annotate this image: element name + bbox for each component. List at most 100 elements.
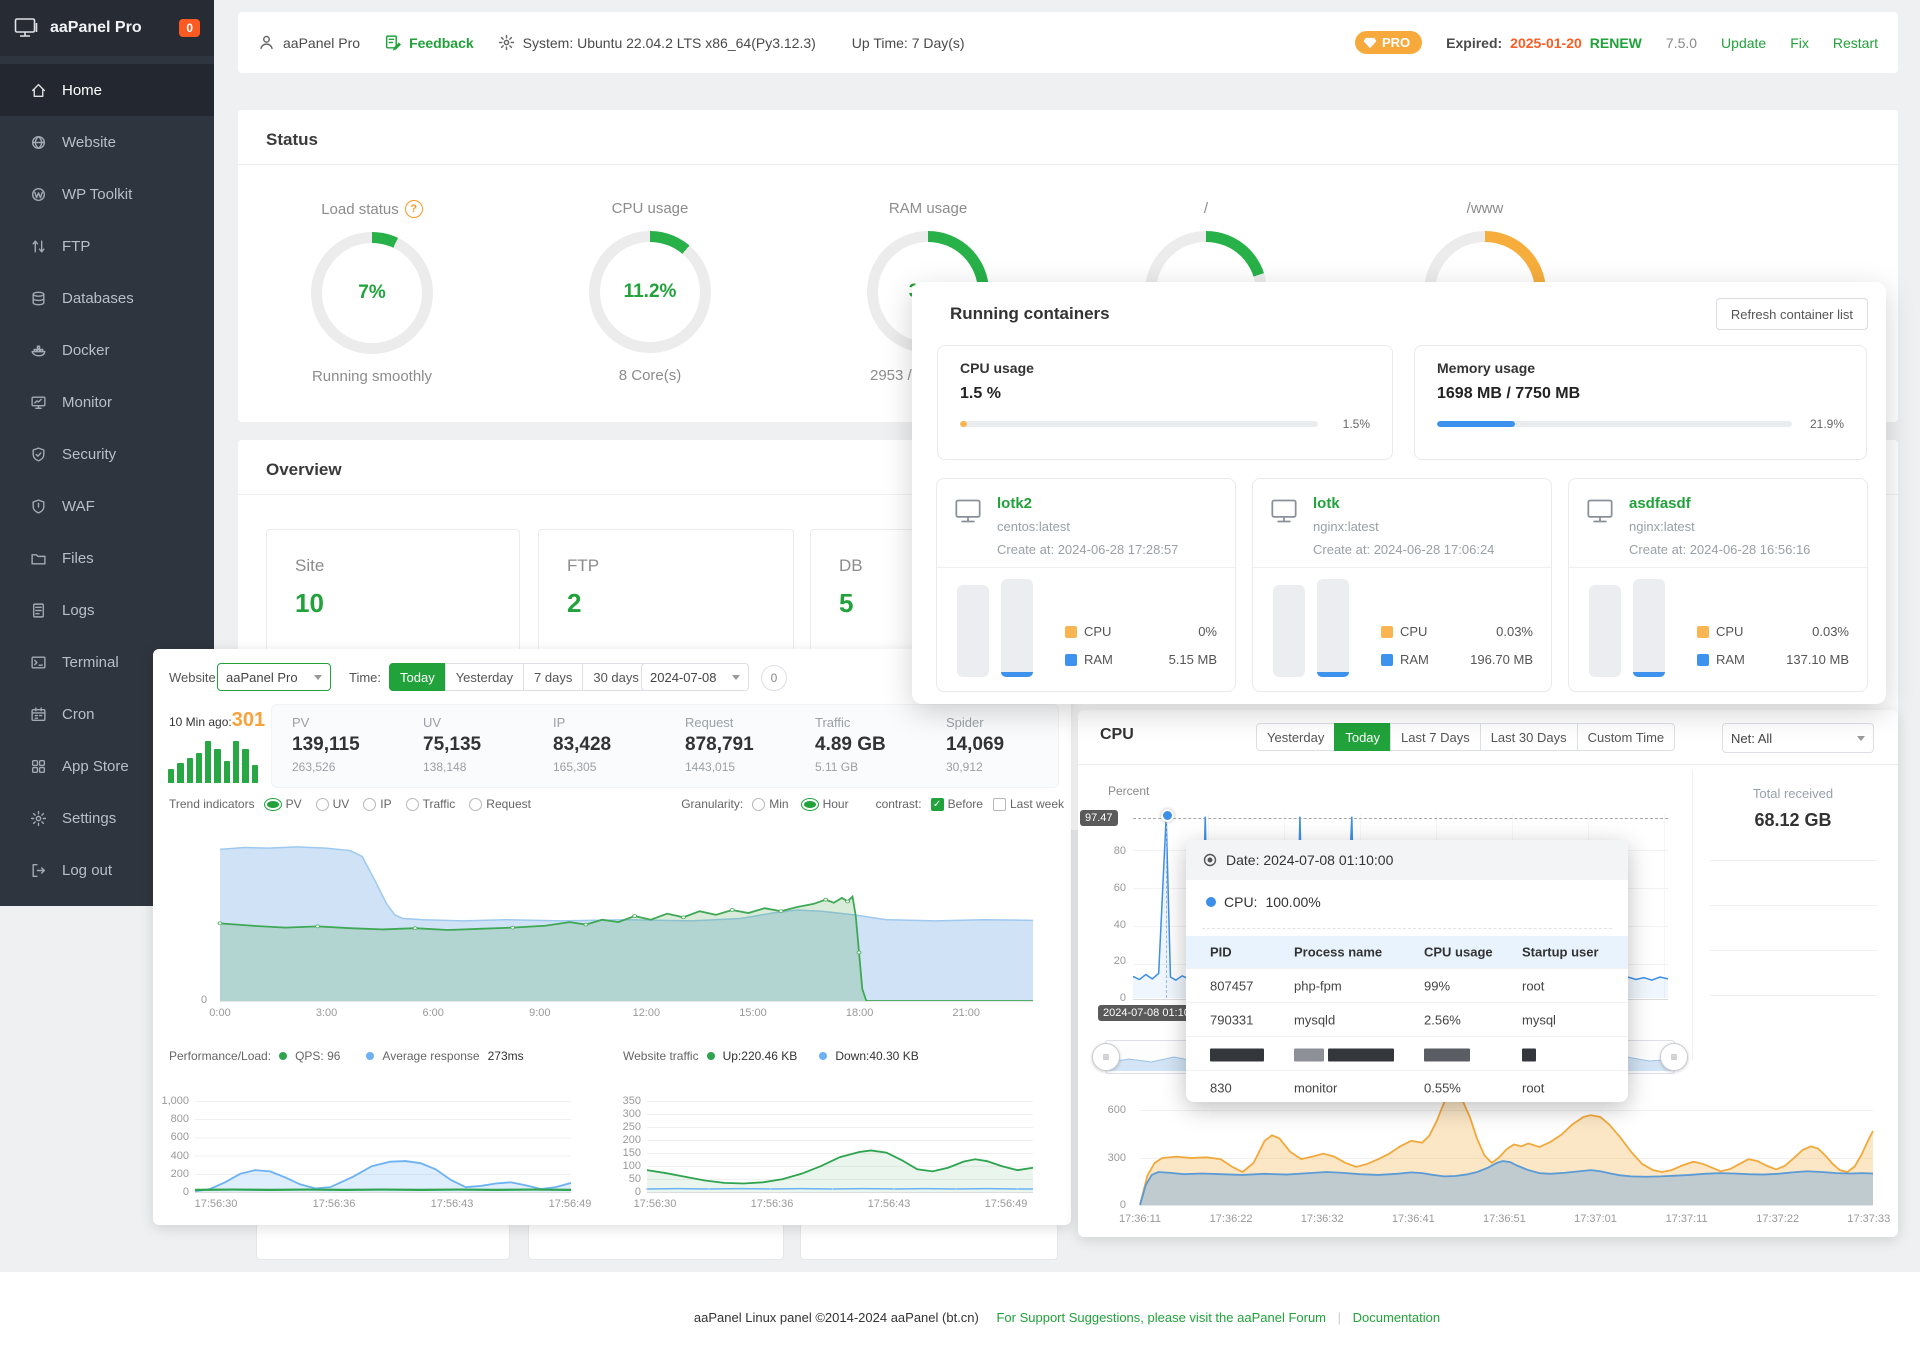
sidebar-item-label: Docker	[62, 341, 110, 359]
website-traffic-legend: Website traffic Up:220.46 KB Down:40.30 …	[623, 1049, 919, 1063]
time-button-30-days[interactable]: 30 days	[582, 663, 650, 691]
forum-link[interactable]: For Support Suggestions, please visit th…	[996, 1310, 1326, 1325]
mini-bar	[205, 740, 212, 783]
sidebar-item-ftp[interactable]: FTP	[0, 220, 214, 272]
contrast-option-last-week[interactable]: Last week	[992, 797, 1064, 811]
cpu-swatch	[1065, 625, 1077, 638]
time-button-7-days[interactable]: 7 days	[523, 663, 584, 691]
sidebar-item-terminal[interactable]: Terminal	[0, 636, 214, 688]
help-icon[interactable]: ?	[404, 200, 423, 218]
topbar-username[interactable]: aaPanel Pro	[283, 34, 361, 51]
trend-option-uv[interactable]: UV	[315, 797, 349, 811]
granularity-option-min[interactable]: Min	[752, 797, 789, 811]
axis-tick: 200	[622, 1134, 641, 1146]
network-traffic-chart[interactable]	[1140, 1095, 1873, 1205]
overview-box-ftp[interactable]: FTP 2	[538, 529, 794, 761]
sidebar-item-website[interactable]: Website	[0, 116, 214, 168]
container-card-lotk2[interactable]: lotk2 centos:latest Create at: 2024-06-2…	[936, 478, 1236, 692]
sidebar-item-label: Home	[62, 81, 103, 99]
docker-icon	[31, 345, 46, 357]
table-cell: mysql	[1522, 1012, 1556, 1027]
website-select[interactable]: aaPanel Pro	[217, 663, 331, 691]
trend-option-pv[interactable]: PV	[263, 797, 302, 811]
container-card-lotk[interactable]: lotk nginx:latest Create at: 2024-06-28 …	[1252, 478, 1552, 692]
overview-box-label: Site	[295, 556, 325, 575]
monitor-tab-today[interactable]: Today	[1334, 723, 1392, 751]
down-dot	[819, 1052, 828, 1060]
x-axis-hover-badge: 2024-07-08 01:10:00	[1098, 1005, 1212, 1021]
sidebar-item-cron[interactable]: Cron	[0, 688, 214, 740]
sidebar-item-home[interactable]: Home	[0, 64, 214, 116]
axis-tick: 12:00	[632, 1007, 661, 1019]
net-select[interactable]: Net: All	[1722, 723, 1874, 753]
performance-chart[interactable]	[195, 1101, 571, 1192]
table-cell	[1424, 1046, 1474, 1062]
container-card-asdfasdf[interactable]: asdfasdf nginx:latest Create at: 2024-06…	[1568, 478, 1868, 692]
divider	[937, 567, 1235, 568]
sidebar-item-logout[interactable]: Log out	[0, 844, 214, 896]
shield-icon	[32, 498, 45, 514]
time-range-buttons: Today Yesterday 7 days 30 days	[389, 663, 650, 691]
brush-handle-left[interactable]: ≡	[1092, 1043, 1120, 1071]
monitor-tab-custom-time[interactable]: Custom Time	[1576, 723, 1676, 751]
mini-bar	[186, 758, 193, 783]
granularity-option-hour[interactable]: Hour	[800, 797, 849, 811]
overview-box-label: DB	[839, 556, 863, 575]
monitor-chart-icon	[31, 395, 46, 409]
pro-badge: PRO	[1354, 31, 1423, 54]
sidebar-item-settings[interactable]: Settings	[0, 792, 214, 844]
sidebar-item-waf[interactable]: WAF	[0, 480, 214, 532]
time-button-today[interactable]: Today	[389, 663, 446, 691]
axis-tick: 17:36:51	[1482, 1213, 1526, 1225]
calendar-icon	[31, 706, 46, 721]
wtraffic-y-axis: 350 300 250 200 150 100 50 0	[601, 649, 641, 1225]
feedback-link[interactable]: Feedback	[409, 34, 474, 51]
table-cell: root	[1522, 978, 1545, 993]
sidebar-item-wp-toolkit[interactable]: WP Toolkit	[0, 168, 214, 220]
container-image: nginx:latest	[1313, 519, 1379, 534]
axis-tick: 0:00	[209, 1007, 231, 1019]
monitor-tab-last-7-days[interactable]: Last 7 Days	[1390, 723, 1481, 751]
sidebar-item-docker[interactable]: Docker	[0, 324, 214, 376]
contrast-option-before[interactable]: ✓ Before	[930, 797, 983, 811]
sidebar-item-security[interactable]: Security	[0, 428, 214, 480]
date-select[interactable]: 2024-07-08	[641, 663, 749, 691]
trend-option-traffic[interactable]: Traffic	[405, 797, 455, 811]
counter-badge[interactable]: 0	[761, 665, 787, 691]
time-label: Time:	[349, 670, 382, 685]
traffic-trend-chart[interactable]	[217, 819, 1033, 1001]
metric-request: Request 878,791 1443,015	[685, 715, 754, 774]
sidebar-item-files[interactable]: Files	[0, 532, 214, 584]
sidebar-item-monitor[interactable]: Monitor	[0, 376, 214, 428]
renew-link[interactable]: RENEW	[1589, 34, 1642, 51]
update-link[interactable]: Update	[1721, 34, 1767, 51]
axis-tick: 17:56:36	[750, 1198, 794, 1210]
wtraffic-chart[interactable]	[645, 1101, 1033, 1192]
sidebar-item-databases[interactable]: Databases	[0, 272, 214, 324]
trend-option-ip[interactable]: IP	[363, 797, 392, 811]
refresh-container-list-button[interactable]: Refresh container list	[1715, 298, 1868, 330]
axis-tick: 350	[622, 1095, 641, 1107]
aapanel-logo-icon	[14, 18, 38, 37]
axis-tick: 0	[182, 1186, 189, 1198]
monitor-tab-last-30-days[interactable]: Last 30 Days	[1479, 723, 1578, 751]
sidebar-item-label: Files	[62, 549, 94, 567]
restart-link[interactable]: Restart	[1832, 34, 1878, 51]
avg-response-dot	[366, 1052, 375, 1060]
container-created: Create at: 2024-06-28 16:56:16	[1629, 542, 1811, 557]
trend-indicators-row: Trend indicators PV UV IP Traffic Request Gr…	[169, 797, 1064, 811]
ram-swatch	[1065, 653, 1077, 666]
time-button-yesterday[interactable]: Yesterday	[444, 663, 525, 691]
brush-handle-right[interactable]: ≡	[1660, 1043, 1688, 1071]
terminal-icon	[31, 655, 46, 669]
fix-link[interactable]: Fix	[1790, 34, 1809, 51]
monitor-tab-yesterday[interactable]: Yesterday	[1256, 723, 1336, 751]
gauge-value: 7%	[358, 282, 386, 303]
trend-option-request[interactable]: Request	[469, 797, 531, 811]
sidebar-item-app-store[interactable]: App Store	[0, 740, 214, 792]
axis-tick: 17:37:22	[1756, 1213, 1800, 1225]
sidebar-item-logs[interactable]: Logs	[0, 584, 214, 636]
message-count-badge[interactable]: 0	[179, 19, 200, 37]
tooltip-cpu-label: CPU:	[1224, 894, 1258, 910]
documentation-link[interactable]: Documentation	[1352, 1310, 1441, 1325]
